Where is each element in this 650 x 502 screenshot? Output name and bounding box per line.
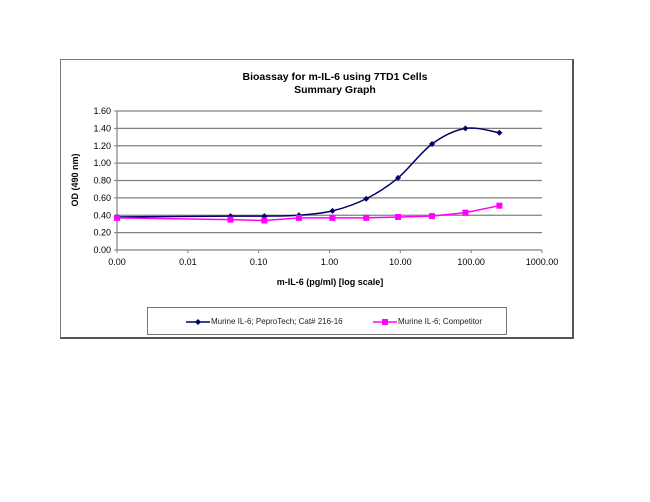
x-tick-label: 1000.00 (526, 257, 559, 267)
data-point (429, 141, 436, 148)
legend-label-peprotech: Murine IL-6; PeproTech; Cat# 216-16 (211, 317, 343, 326)
y-tick-label: 1.40 (93, 123, 111, 133)
data-point (363, 195, 370, 202)
series-2 (114, 202, 503, 224)
data-point (227, 216, 234, 223)
data-point (329, 214, 336, 221)
y-tick-label: 0.40 (93, 210, 111, 220)
tick-labels: 0.00 0.20 0.40 0.60 0.80 1.00 1.20 1.40 1.60 0.00… (93, 106, 558, 267)
legend-item-peprotech: Murine IL-6; PeproTech; Cat# 216-16 (186, 317, 343, 326)
chart-title: Bioassay for m-IL-6 using 7TD1 Cells Sum… (0, 71, 650, 97)
x-tick-label: 1.00 (321, 257, 339, 267)
y-tick-label: 0.20 (93, 228, 111, 238)
y-tick-label: 1.00 (93, 158, 111, 168)
y-tick-label: 1.60 (93, 106, 111, 116)
y-tick-label: 1.20 (93, 141, 111, 151)
data-point (395, 213, 402, 220)
legend-label-competitor: Murine IL-6; Competitor (398, 317, 483, 326)
chart-title-line1: Bioassay for m-IL-6 using 7TD1 Cells (242, 71, 428, 83)
y-axis-label: OD (490 nm) (70, 153, 80, 206)
data-point (395, 174, 402, 181)
data-point (363, 214, 370, 221)
data-point (295, 214, 302, 221)
y-tick-label: 0.60 (93, 193, 111, 203)
chart-legend: Murine IL-6; PeproTech; Cat# 216-16 Muri… (147, 307, 507, 335)
data-point (462, 125, 469, 132)
axes (114, 110, 543, 253)
x-tick-label: 0.00 (108, 257, 126, 267)
x-tick-label: 0.10 (250, 257, 268, 267)
chart-subtitle: Summary Graph (294, 84, 376, 96)
y-tick-label: 0.00 (93, 245, 111, 255)
diamond-marker-icon (186, 318, 210, 325)
square-marker-icon (373, 318, 397, 325)
chart-frame (60, 59, 574, 339)
y-tick-label: 0.80 (93, 176, 111, 186)
x-tick-label: 10.00 (389, 257, 412, 267)
data-point (462, 209, 469, 216)
x-axis-label: m-IL-6 (pg/ml) [log scale] (277, 277, 384, 287)
data-point (114, 214, 120, 221)
plot-area: 0.00 0.20 0.40 0.60 0.80 1.00 1.20 1.40 1.60 0.00… (70, 106, 558, 287)
x-tick-label: 0.01 (179, 257, 197, 267)
data-point (496, 129, 503, 136)
data-point (261, 217, 268, 224)
legend-item-competitor: Murine IL-6; Competitor (373, 317, 482, 326)
data-point (329, 207, 336, 214)
x-tick-label: 100.00 (457, 257, 485, 267)
series-1 (114, 125, 503, 220)
data-point (429, 213, 436, 220)
gridlines (117, 110, 542, 234)
data-point (496, 202, 503, 209)
data-series (114, 125, 503, 224)
